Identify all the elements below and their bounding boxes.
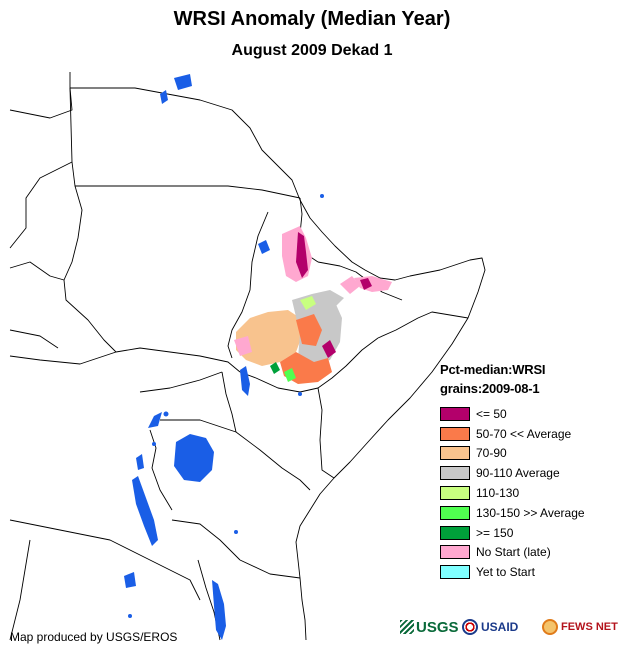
border-misc-sw <box>9 539 31 641</box>
legend-label: >= 150 <box>476 525 514 540</box>
border-egypt-sudan <box>69 87 301 199</box>
legend-item: >= 150 <box>440 523 620 543</box>
water-spot-1 <box>320 194 324 198</box>
legend-label: 50-70 << Average <box>476 426 572 441</box>
border-chad-sudan <box>63 185 117 353</box>
agency-logos: USGS USAID FEWS NET <box>400 612 620 642</box>
border-drc <box>9 351 117 365</box>
border-kenya-tanzania <box>235 431 311 491</box>
border-tanzania-mozambique <box>239 559 301 579</box>
legend-swatch <box>440 426 470 441</box>
wrsi-anomaly-layer <box>234 226 392 384</box>
map-legend: Pct-median:WRSI grains:2009-08-1 <= 50 50… <box>440 360 620 582</box>
map-subtitle: August 2009 Dekad 1 <box>231 42 393 59</box>
border-southsudan <box>115 347 241 373</box>
usaid-logo-text: USAID <box>481 620 519 634</box>
legend-item: 70-90 <box>440 444 620 464</box>
lake-tanganyika <box>132 476 158 546</box>
legend-swatch <box>440 406 470 421</box>
region-110-130 <box>300 296 316 310</box>
map-title: WRSI Anomaly (Median Year) <box>173 8 451 30</box>
lake-mweru <box>124 572 136 588</box>
border-egypt-libya <box>9 87 73 119</box>
lake-victoria <box>174 434 214 482</box>
lake-tana <box>258 240 270 254</box>
fews-net-logo: FEWS NET <box>542 612 620 642</box>
border-somalia-kenya <box>317 387 335 479</box>
legend-item: No Start (late) <box>440 543 620 563</box>
legend-item: 110-130 <box>440 483 620 503</box>
water-bodies <box>124 74 324 640</box>
legend-swatch <box>440 505 470 520</box>
water-spot-3 <box>298 392 302 396</box>
legend-swatch <box>440 446 470 461</box>
region-le50-north <box>296 232 308 278</box>
border-libya-chad <box>9 161 73 249</box>
region-no-start-east <box>340 276 360 294</box>
border-sudan-ethiopia <box>227 211 269 359</box>
usgs-logo-text: USGS <box>416 618 459 636</box>
region-130-150 <box>284 368 296 382</box>
legend-label: Yet to Start <box>476 565 535 580</box>
nile-delta <box>174 74 192 90</box>
region-50-70-center <box>296 314 322 346</box>
legend-label: <= 50 <box>476 406 507 421</box>
border-rwanda-burundi <box>149 429 173 511</box>
border-uganda-sudan <box>139 371 223 393</box>
water-spot-4 <box>128 614 132 618</box>
lake-nasser <box>160 90 168 104</box>
legend-swatch <box>440 525 470 540</box>
region-no-start-west <box>234 336 252 356</box>
border-misc-west <box>9 329 59 349</box>
legend-item: Yet to Start <box>440 562 620 582</box>
border-tanzania-zambia <box>171 519 241 561</box>
border-kenya-uganda <box>221 371 237 433</box>
fews-logo-text: FEWS NET <box>561 621 618 633</box>
legend-item: 50-70 << Average <box>440 424 620 444</box>
fews-globe-icon <box>542 619 558 635</box>
region-le50-east <box>322 340 336 358</box>
legend-swatch <box>440 466 470 481</box>
water-spot-5 <box>152 442 156 446</box>
legend-label: 90-110 Average <box>476 466 560 481</box>
water-spot-6 <box>234 530 238 534</box>
water-spot-2 <box>163 411 169 417</box>
border-ethiopia-somalia <box>377 311 469 339</box>
legend-label: No Start (late) <box>476 545 551 560</box>
legend-label: 130-150 >> Average <box>476 505 585 520</box>
legend-swatch <box>440 545 470 560</box>
lake-turkana <box>240 366 250 396</box>
border-car-sudan <box>9 261 65 281</box>
legend-item: 90-110 Average <box>440 463 620 483</box>
legend-item: 130-150 >> Average <box>440 503 620 523</box>
region-90-110-ne <box>312 290 344 306</box>
legend-label: 70-90 <box>476 446 507 461</box>
legend-item: <= 50 <box>440 404 620 424</box>
legend-items: <= 50 50-70 << Average 70-90 90-110 Average… <box>440 404 620 582</box>
lake-malawi <box>212 580 226 640</box>
usaid-logo: USAID <box>462 612 540 642</box>
border-drc-zambia <box>9 519 201 601</box>
region-le50-djibouti <box>360 278 372 290</box>
lake-albert <box>148 412 162 428</box>
legend-swatch <box>440 486 470 501</box>
lake-kivu <box>136 454 144 470</box>
legend-swatch <box>440 565 470 580</box>
border-uganda-tanzania <box>160 419 237 433</box>
usgs-mark-icon <box>400 620 414 634</box>
usaid-seal-icon <box>462 619 478 635</box>
legend-label: 110-130 <box>476 486 520 501</box>
legend-title-line1: Pct-median:WRSI <box>440 362 546 377</box>
coastline-north <box>69 72 486 641</box>
legend-title-line2: grains:2009-08-1 <box>440 381 540 396</box>
region-70-90-west <box>236 310 302 366</box>
map-credit: Map produced by USGS/EROS <box>10 630 178 644</box>
usgs-logo: USGS <box>400 612 460 642</box>
region-ge150 <box>270 362 280 374</box>
